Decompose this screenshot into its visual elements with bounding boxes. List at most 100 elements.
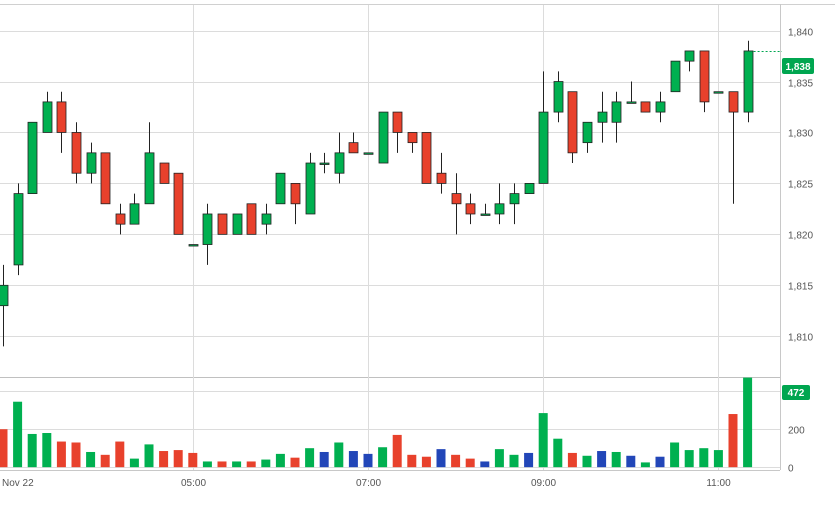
candle-body <box>42 101 53 133</box>
candle-body <box>261 213 272 225</box>
candle-body <box>611 101 622 123</box>
volume-bar <box>378 447 388 468</box>
volume-bar <box>275 453 285 468</box>
candle-body <box>553 81 564 113</box>
volume-bar <box>611 451 621 468</box>
candle-body <box>713 91 724 94</box>
volume-bar <box>655 456 665 468</box>
time-tick-label: Nov 22 <box>2 478 34 489</box>
candle-body <box>699 50 710 103</box>
price-tick-label: 1,810 <box>788 333 813 344</box>
price-tick-label: 1,840 <box>788 28 813 39</box>
candle-body <box>436 172 447 184</box>
volume-bar <box>202 461 212 468</box>
volume-bar <box>582 455 592 468</box>
volume-tick-label: 0 <box>788 464 794 475</box>
volume-bar <box>713 450 723 468</box>
time-tick-label: 11:00 <box>706 478 731 489</box>
candle-body <box>743 50 754 113</box>
volume-bar <box>159 451 169 468</box>
candle-body <box>494 203 505 215</box>
volume-bar <box>0 429 8 468</box>
candle-layer <box>0 40 754 347</box>
candle-body <box>334 152 345 174</box>
volume-layer <box>0 377 753 468</box>
candle-body <box>407 132 418 144</box>
candle-body <box>173 172 184 235</box>
candle-body <box>480 213 491 216</box>
volume-bar <box>115 441 125 468</box>
time-tick-label: 07:00 <box>356 478 381 489</box>
volume-bar <box>494 449 504 468</box>
candle-body <box>524 183 535 194</box>
volume-bar <box>509 454 519 468</box>
volume-bar <box>567 452 577 468</box>
volume-bar <box>626 455 636 468</box>
volume-bar <box>684 450 694 468</box>
volume-bar <box>421 456 431 468</box>
candle-body <box>202 213 213 245</box>
volume-bar <box>100 454 110 468</box>
last-price-badge <box>782 58 814 74</box>
candle-body <box>670 60 681 93</box>
time-tick-label: 09:00 <box>531 478 556 489</box>
badge-layer: 1,838 472 <box>782 58 814 400</box>
volume-bar <box>305 448 315 468</box>
volume-bar <box>334 442 344 468</box>
volume-bar <box>728 414 738 468</box>
volume-bar <box>451 454 461 468</box>
candle-body <box>86 152 97 174</box>
volume-bar <box>246 461 256 468</box>
candle-body <box>655 101 666 113</box>
candle-body <box>246 203 257 235</box>
candle-body <box>144 152 155 205</box>
candle-body <box>319 162 330 165</box>
volume-bar <box>640 462 650 468</box>
candle-body <box>363 152 374 155</box>
candle-body <box>378 111 389 164</box>
volume-bar <box>13 401 23 468</box>
candle-body <box>217 213 228 235</box>
price-tick-label: 1,815 <box>788 282 813 293</box>
volume-bar <box>538 413 548 468</box>
volume-bar <box>27 433 37 468</box>
candle-body <box>640 101 651 113</box>
candle-body <box>13 193 24 266</box>
candle-body <box>275 172 286 205</box>
candle-body <box>232 213 243 235</box>
volume-bar <box>86 451 96 468</box>
volume-tick-label: 200 <box>788 426 805 437</box>
volume-bar <box>743 377 753 468</box>
candle-body <box>626 101 637 104</box>
volume-bar <box>670 442 680 468</box>
candle-body <box>71 132 82 174</box>
candle-body <box>27 121 38 194</box>
candle-body <box>538 111 549 184</box>
volume-bar <box>232 461 242 468</box>
candle-body <box>465 203 476 215</box>
candle-body <box>597 111 608 123</box>
candle-body <box>188 244 199 247</box>
volume-bar <box>363 453 373 468</box>
candle-body <box>582 121 593 144</box>
candle-body <box>509 193 520 205</box>
volume-bar <box>465 458 475 468</box>
volume-bar <box>348 451 358 468</box>
candle-body <box>290 183 301 205</box>
time-tick-label: 05:00 <box>181 478 206 489</box>
volume-bar <box>42 433 52 468</box>
price-tick-label: 1,820 <box>788 231 813 242</box>
volume-bar <box>597 451 607 468</box>
volume-bar <box>407 454 417 468</box>
candle-body <box>348 142 359 154</box>
volume-bar <box>217 461 227 468</box>
candle-body <box>56 101 67 133</box>
last-volume-label: 472 <box>788 388 805 399</box>
candle-body <box>305 162 316 215</box>
volume-bar <box>144 444 154 468</box>
candle-body <box>451 193 462 205</box>
last-volume-badge <box>782 385 810 400</box>
